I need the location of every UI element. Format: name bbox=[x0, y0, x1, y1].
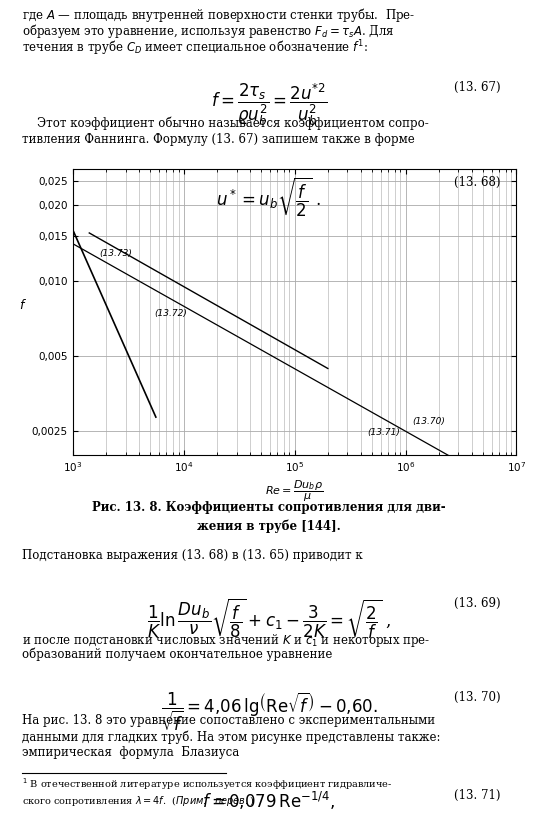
X-axis label: $Re{=}\dfrac{Du_b\rho}{\mu}$: $Re{=}\dfrac{Du_b\rho}{\mu}$ bbox=[265, 478, 324, 504]
Text: (13. 70): (13. 70) bbox=[454, 691, 500, 704]
Text: (13.73): (13.73) bbox=[100, 249, 132, 258]
Text: (13.70): (13.70) bbox=[412, 416, 445, 425]
Text: ского сопротивления $\lambda = 4f$.  ($\mathit{Прим.\ \ перев.}$): ского сопротивления $\lambda = 4f$. ($\m… bbox=[22, 794, 254, 808]
Text: (13.72): (13.72) bbox=[155, 309, 188, 318]
Text: течения в трубе $C_D$ имеет специальное обозначение $f^1$:: течения в трубе $C_D$ имеет специальное … bbox=[22, 38, 367, 58]
Text: $\dfrac{1}{K}\ln\dfrac{Du_b}{\nu}\sqrt{\dfrac{f}{8}} + c_1 - \dfrac{3}{2K} = \sq: $\dfrac{1}{K}\ln\dfrac{Du_b}{\nu}\sqrt{\… bbox=[147, 597, 391, 642]
Text: (13. 67): (13. 67) bbox=[454, 81, 500, 95]
Text: $^1$ В отечественной литературе используется коэффициент гидравличе-: $^1$ В отечественной литературе использу… bbox=[22, 776, 392, 792]
Text: жения в трубе [144].: жения в трубе [144]. bbox=[197, 519, 341, 533]
Text: (13. 68): (13. 68) bbox=[454, 176, 500, 189]
Text: образований получаем окончательное уравнение: образований получаем окончательное уравн… bbox=[22, 647, 332, 661]
Text: Рис. 13. 8. Коэффициенты сопротивления для дви-: Рис. 13. 8. Коэффициенты сопротивления д… bbox=[92, 501, 446, 514]
Text: образуем это уравнение, используя равенство $F_d = \tau_s A$. Для: образуем это уравнение, используя равенс… bbox=[22, 22, 394, 40]
Text: (13. 71): (13. 71) bbox=[454, 789, 500, 803]
Text: (13. 69): (13. 69) bbox=[454, 597, 500, 610]
Y-axis label: $f$: $f$ bbox=[19, 298, 27, 312]
Text: где $A$ — площадь внутренней поверхности стенки трубы.  Пре-: где $A$ — площадь внутренней поверхности… bbox=[22, 6, 415, 24]
Text: $f = 0{,}079\,\mathrm{Re}^{-1/4},$: $f = 0{,}079\,\mathrm{Re}^{-1/4},$ bbox=[202, 789, 336, 812]
Text: $\dfrac{1}{\sqrt{f}} = 4{,}06\,\lg\!\left(\mathrm{Re}\sqrt{f}\right) - 0{,}60.$: $\dfrac{1}{\sqrt{f}} = 4{,}06\,\lg\!\lef… bbox=[160, 691, 378, 733]
Text: и после подстановки числовых значений $K$ и $c_1$ и некоторых пре-: и после подстановки числовых значений $K… bbox=[22, 632, 430, 648]
Text: На рис. 13. 8 это уравнение сопоставлено с экспериментальными: На рис. 13. 8 это уравнение сопоставлено… bbox=[22, 714, 435, 727]
Text: данными для гладких труб. На этом рисунке представлены также:: данными для гладких труб. На этом рисунк… bbox=[22, 730, 440, 744]
Text: $f = \dfrac{2\tau_s}{\varrho u_b^2} = \dfrac{2u^{*2}}{u_b^2}$: $f = \dfrac{2\tau_s}{\varrho u_b^2} = \d… bbox=[211, 81, 327, 128]
Text: эмпирическая  формула  Блазиуса: эмпирическая формула Блазиуса bbox=[22, 746, 239, 760]
Text: (13.71): (13.71) bbox=[367, 428, 400, 436]
Text: тивления Фаннинга. Формулу (13. 67) запишем также в форме: тивления Фаннинга. Формулу (13. 67) запи… bbox=[22, 132, 414, 145]
Text: Этот коэффициент обычно называется коэффициентом сопро-: Этот коэффициент обычно называется коэфф… bbox=[22, 116, 428, 130]
Text: Подстановка выражения (13. 68) в (13. 65) приводит к: Подстановка выражения (13. 68) в (13. 65… bbox=[22, 549, 362, 563]
Text: $u^* = u_b\sqrt{\dfrac{f}{2}}$ .: $u^* = u_b\sqrt{\dfrac{f}{2}}$ . bbox=[216, 176, 322, 219]
